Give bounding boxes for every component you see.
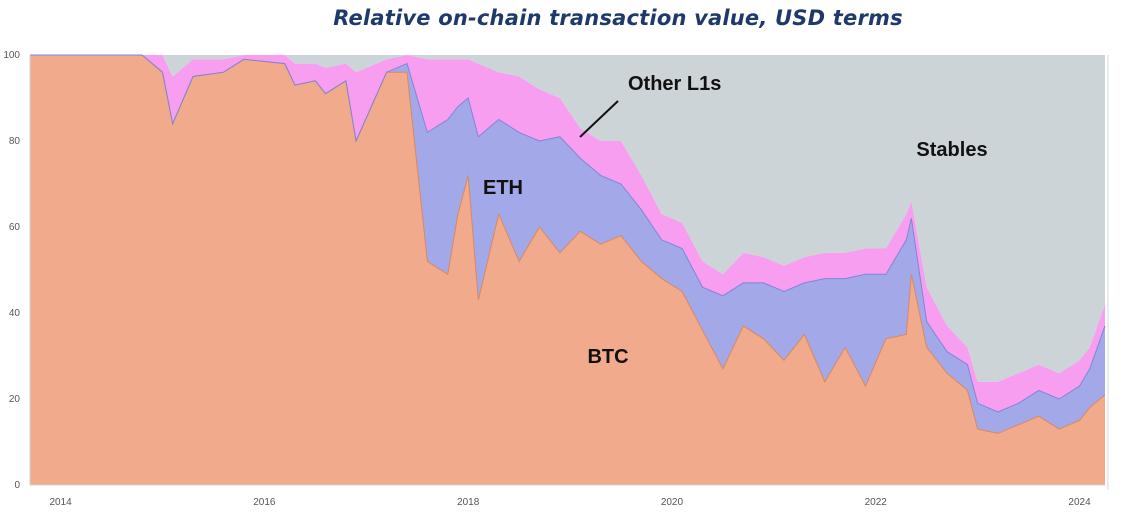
x-tick-label: 2018 xyxy=(457,497,480,508)
y-tick-labels: 0 20 40 60 80 100 xyxy=(3,50,20,491)
plot-area xyxy=(29,54,1109,490)
y-tick-label: 40 xyxy=(9,308,21,319)
series-areas xyxy=(30,54,1106,485)
x-tick-label: 2016 xyxy=(253,497,276,508)
x-tick-label: 2014 xyxy=(49,497,72,508)
series-label-stables: Stables xyxy=(916,139,987,161)
boundary-line-eth xyxy=(30,54,1106,413)
y-tick-label: 0 xyxy=(14,480,20,491)
y-tick-label: 100 xyxy=(3,50,20,61)
x-tick-label: 2020 xyxy=(661,497,684,508)
x-tick-label: 2022 xyxy=(865,497,888,508)
y-tick-label: 80 xyxy=(9,136,21,147)
y-tick-label: 60 xyxy=(9,222,21,233)
y-tick-label: 20 xyxy=(9,394,21,405)
series-label-other-l1s: Other L1s xyxy=(628,73,721,95)
series-labels: Other L1s ETH Stables BTC xyxy=(483,73,988,368)
other-l1s-pointer-line xyxy=(579,100,619,138)
x-tick-label: 2024 xyxy=(1068,497,1091,508)
series-label-btc: BTC xyxy=(587,346,628,368)
area-other-l1s xyxy=(30,55,1105,412)
x-tick-labels: 2014 2016 2018 2020 2022 2024 xyxy=(49,497,1091,508)
series-label-eth: ETH xyxy=(483,177,523,199)
area-stables xyxy=(30,55,1105,382)
chart-title: Relative on-chain transaction value, USD… xyxy=(333,6,903,30)
area-btc xyxy=(30,55,1105,485)
